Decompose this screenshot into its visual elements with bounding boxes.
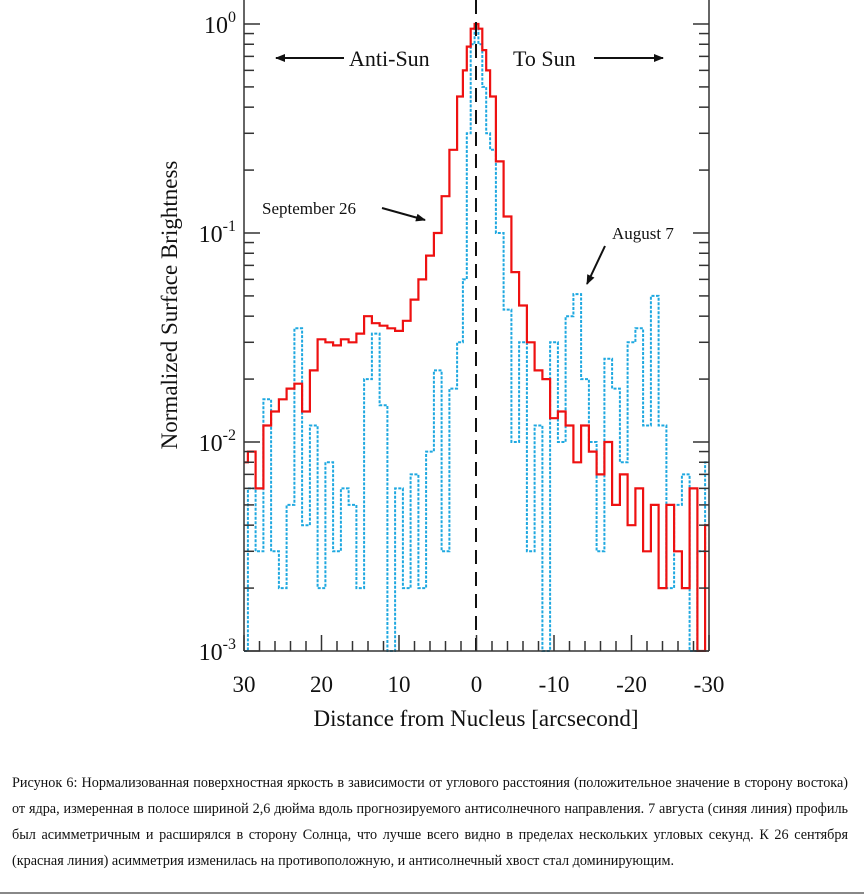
y-tick-base: 10: [199, 431, 223, 457]
x-tick-label: 10: [388, 672, 411, 697]
figure-caption: Рисунок 6: Нормализованная поверхностная…: [12, 775, 848, 869]
y-tick-base: 10: [204, 13, 228, 39]
august-7-arrow: [586, 245, 606, 285]
bottom-divider: [0, 892, 864, 894]
y-tick-exponent: 0: [228, 9, 236, 26]
september-26-label: September 26: [262, 199, 356, 218]
september-26-arrow: [381, 207, 426, 222]
y-tick-base: 10: [199, 222, 223, 248]
x-tick-label: -30: [694, 672, 725, 697]
y-tick-base: 10: [199, 640, 223, 666]
y-tick-label: 100: [204, 9, 236, 39]
y-tick-exponent: -3: [223, 636, 236, 653]
y-tick-label: 10-1: [199, 218, 236, 248]
ticks: [243, 23, 710, 652]
x-axis-label: Distance from Nucleus [arcsecond]: [313, 706, 638, 731]
x-tick-label: 20: [310, 672, 333, 697]
y-axis-label: Normalized Surface Brightness: [157, 161, 182, 450]
x-tick-label: -10: [539, 672, 570, 697]
to-sun-label: To Sun: [513, 46, 576, 71]
august-7-label: August 7: [612, 224, 674, 243]
x-tick-label: -20: [616, 672, 647, 697]
y-tick-exponent: -2: [223, 427, 236, 444]
anti-sun-label: Anti-Sun: [349, 46, 430, 71]
y-tick-label: 10-2: [199, 427, 236, 457]
x-tick-labels: 30 20 10 0 -10 -20 -30: [233, 672, 725, 697]
y-tick-exponent: -1: [223, 218, 236, 235]
x-tick-label: 0: [471, 672, 483, 697]
x-tick-label: 30: [233, 672, 256, 697]
y-tick-label: 10-3: [199, 636, 236, 666]
